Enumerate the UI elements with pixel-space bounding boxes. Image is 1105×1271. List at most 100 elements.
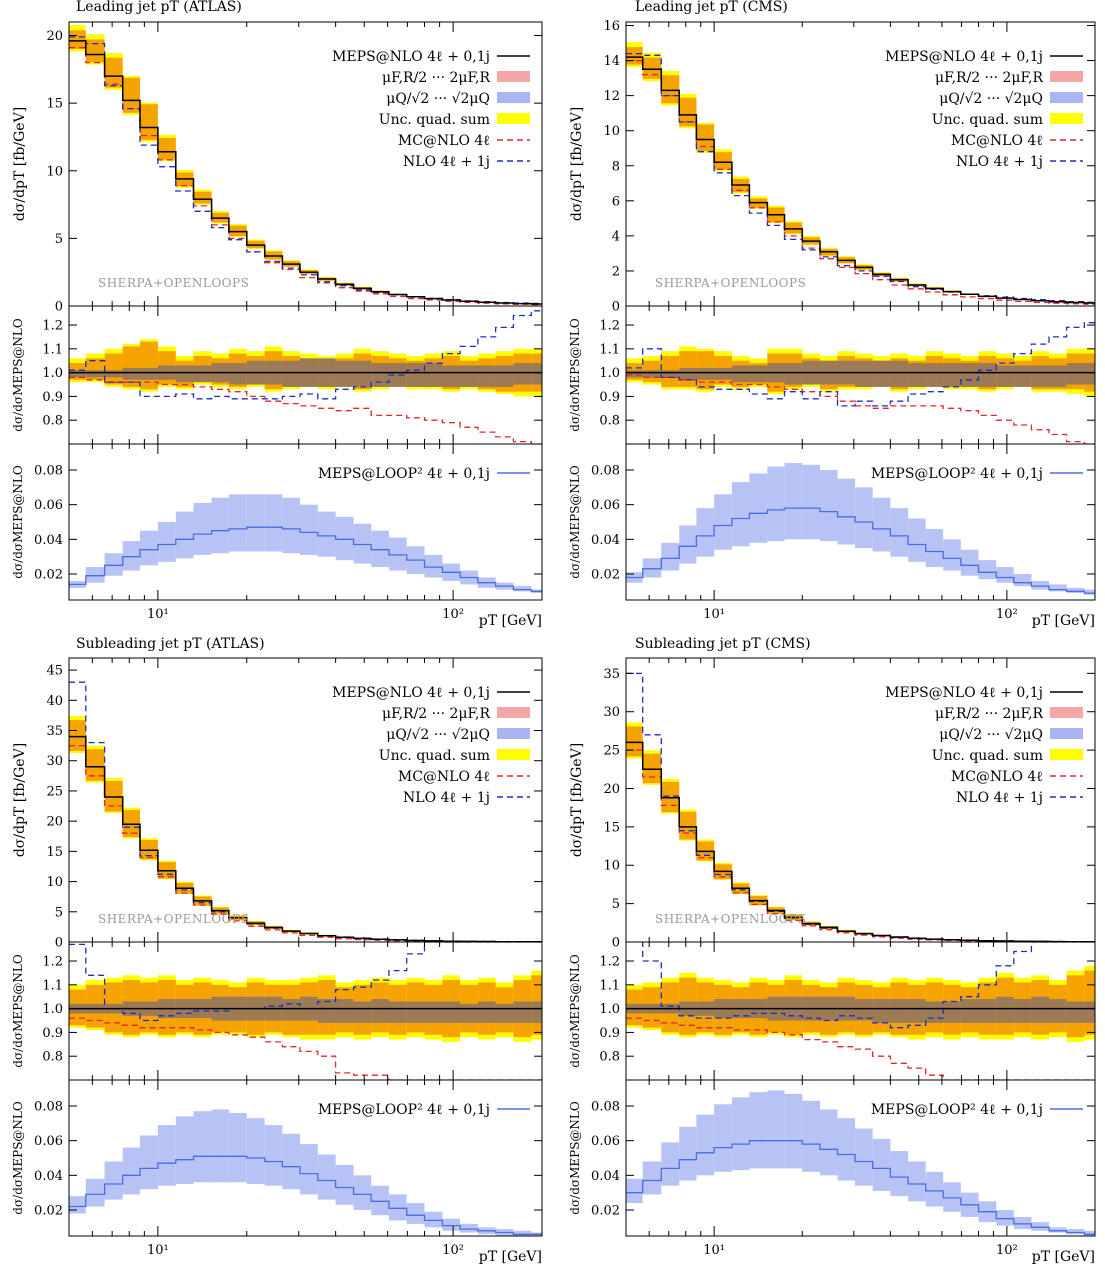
combined-band (784, 222, 803, 234)
loop2-band (679, 1126, 697, 1181)
y-tick-label: 0.04 (34, 533, 63, 548)
combined-band (85, 39, 105, 63)
overlap-band (1013, 999, 1032, 1023)
overlap-band (960, 999, 979, 1023)
loop2-band (1049, 1227, 1067, 1233)
legend-label-meps-nlo: MEPS@NLO 4ℓ + 0,1j (332, 49, 490, 65)
legend-label-nlo1j: NLO 4ℓ + 1j (956, 154, 1043, 170)
y-axis-label-main: dσ/dpT [fb/GeV] (569, 743, 585, 857)
legend-label-mu-q: μQ/√2 ··· √2μQ (939, 727, 1043, 743)
watermark-sherpa-openloops: SHERPA+OPENLOOPS (655, 912, 806, 926)
loop2-band (175, 1116, 194, 1184)
loop2-band (211, 497, 229, 554)
y-tick-label: 0.8 (599, 414, 620, 429)
loop2-band (388, 537, 407, 571)
combined-band (626, 726, 643, 757)
y-tick-label: 0.02 (591, 568, 620, 583)
loop2-band (784, 463, 803, 540)
legend-label-mcnlo: MC@NLO 4ℓ (951, 769, 1043, 785)
meps-nlo-line (626, 56, 1095, 304)
loop2-band (69, 1196, 86, 1214)
y-tick-label: 1.2 (42, 319, 63, 334)
overlap-band (122, 367, 141, 380)
mcnlo-ratio-line (69, 376, 542, 444)
y-tick-label: 0.06 (591, 498, 620, 513)
overlap-band (282, 999, 301, 1021)
loop2-band (767, 466, 785, 542)
loop2-band (960, 549, 979, 576)
loop2-band (943, 1182, 961, 1212)
combined-band (104, 57, 123, 88)
combined-band (626, 47, 643, 65)
overlap-band (996, 365, 1014, 387)
x-tick-label-10: 10¹ (147, 1243, 169, 1258)
loop2-band (353, 1175, 372, 1210)
overlap-band (495, 365, 514, 387)
y-tick-label: 1.1 (599, 342, 620, 357)
loop2-band (193, 502, 212, 555)
loop2-band (122, 1147, 141, 1195)
loop2-band (406, 1203, 425, 1224)
x-tick-label-10: 10¹ (703, 607, 725, 622)
legend-label-mcnlo: MC@NLO 4ℓ (398, 769, 490, 785)
y-tick-label: 0.08 (34, 464, 63, 479)
overlap-band (424, 1001, 443, 1023)
overlap-band (749, 365, 768, 383)
legend-label-nlo1j: NLO 4ℓ + 1j (403, 154, 490, 170)
x-axis-label: pT [GeV] (479, 1249, 542, 1265)
mcnlo-line (69, 47, 542, 306)
loop2-band (353, 523, 372, 564)
ratio-data (69, 310, 542, 444)
legend-swatch-quad (1050, 749, 1083, 760)
y-tick-label: 0.02 (34, 1204, 63, 1219)
nlo1j-ratio-line (642, 942, 1095, 1029)
panel-title: Leading jet pT (CMS) (635, 0, 788, 15)
y-tick-label: 30 (46, 754, 63, 769)
combined-band (69, 720, 86, 751)
overlap-band (642, 370, 662, 378)
y-tick-label: 0.06 (34, 1134, 63, 1149)
overlap-band (696, 367, 715, 380)
loop2-band (335, 516, 354, 561)
legend-swatch-quad (1050, 113, 1083, 124)
overlap-band (1031, 996, 1050, 1023)
loop2-pad: 0.02 0.04 0.06 0.08 dσ/dσMEPS@NLO MEPS@LOOP² … (568, 1079, 1096, 1237)
legend: MEPS@NLO 4ℓ + 0,1j μF,R/2 ··· 2μF,R μQ/√2 … (332, 685, 530, 806)
loop2-band (872, 1138, 891, 1191)
loop2-band (890, 1151, 909, 1197)
loop2-band (925, 528, 944, 568)
loop2-band (642, 1161, 662, 1195)
main-pad: 0 5 10 15 20 25 30 35 dσ/dpT [fb/GeV] SHERPA+OPEN… (569, 657, 1096, 951)
overlap-band (890, 999, 909, 1023)
x-tick-label-100: 10² (442, 607, 464, 622)
overlap-band (69, 370, 86, 378)
combined-band (642, 57, 662, 79)
overlap-band (424, 363, 443, 387)
mcnlo-line (626, 749, 1095, 942)
x-tick-label-10: 10¹ (147, 607, 169, 622)
y-tick-label: 25 (46, 784, 63, 799)
y-tick-label: 14 (603, 54, 620, 69)
loop2-band (1049, 584, 1067, 592)
loop2-band (460, 1223, 478, 1233)
y-axis-label-loop2: dσ/dσMEPS@NLO (568, 465, 582, 579)
overlap-band (442, 365, 461, 387)
overlap-band (1066, 1001, 1085, 1023)
overlap-band (1084, 363, 1095, 385)
y-tick-label: 10 (46, 875, 63, 890)
y-tick-label: 1.1 (42, 978, 63, 993)
y-tick-label: 10 (603, 859, 620, 874)
meps-nlo-line (69, 40, 542, 305)
y-tick-label: 6 (612, 194, 620, 209)
y-axis-label-main: dσ/dpT [fb/GeV] (12, 743, 28, 857)
ratio-pad: 0.8 0.9 1.0 1.1 1.2 dσ/dσMEPS@NLO (11, 941, 543, 1081)
combined-band (696, 124, 715, 152)
loop2-band (140, 1135, 158, 1190)
y-tick-label: 15 (46, 97, 63, 112)
y-axis-label-ratio: dσ/dσMEPS@NLO (11, 954, 25, 1068)
overlap-band (513, 363, 532, 385)
y-tick-label: 1.2 (599, 955, 620, 970)
loop2-band (1084, 1230, 1095, 1236)
overlap-band (1049, 999, 1067, 1023)
y-tick-label: 12 (603, 89, 620, 104)
